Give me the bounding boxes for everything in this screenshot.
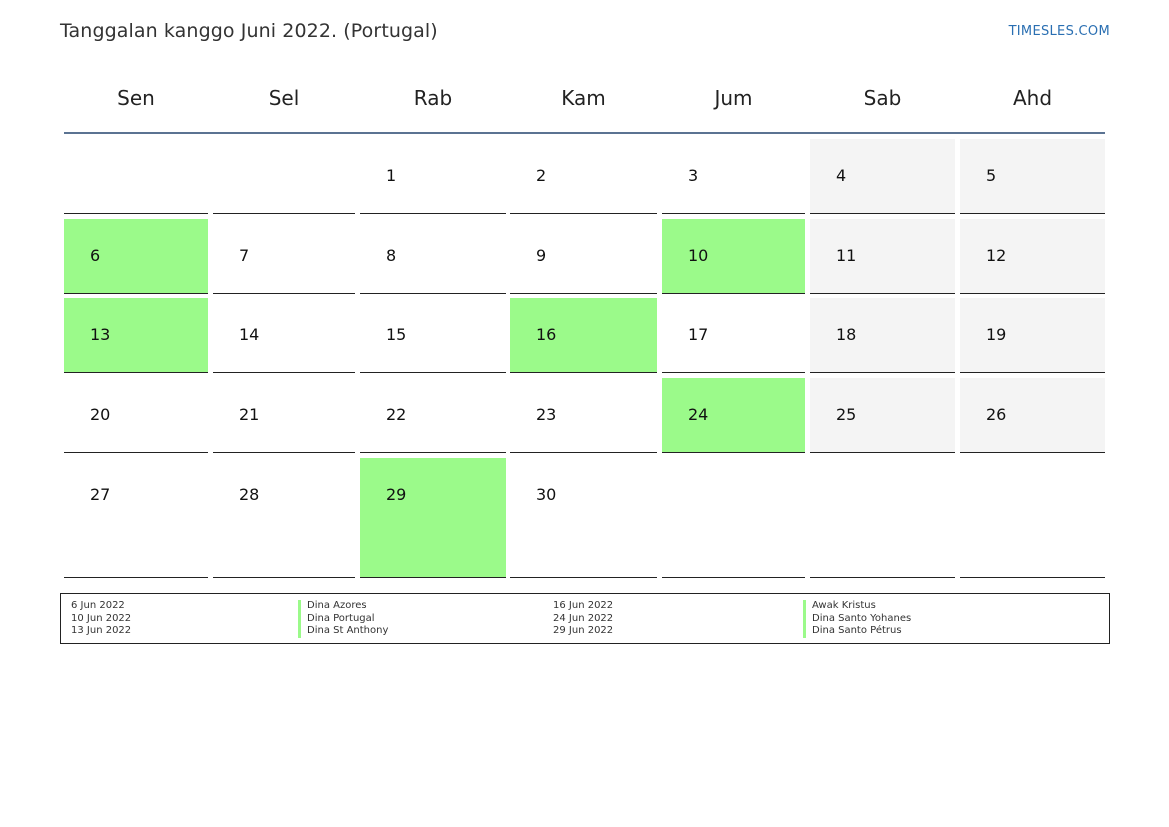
- day-cell-16[interactable]: 16: [510, 298, 657, 373]
- day-number: 23: [536, 405, 557, 424]
- day-cell-21[interactable]: 21: [213, 378, 355, 453]
- day-number: 9: [536, 246, 547, 265]
- day-cell-6[interactable]: 6: [64, 219, 208, 294]
- day-cell-20[interactable]: 20: [64, 378, 208, 453]
- day-number: 11: [836, 246, 857, 265]
- weekday-label: Sen: [117, 86, 155, 110]
- empty-day-cell: [810, 458, 955, 578]
- day-cell-1[interactable]: 1: [360, 139, 506, 214]
- day-cell-29[interactable]: 29: [360, 458, 506, 578]
- legend-date: 10 Jun 2022: [71, 612, 132, 624]
- day-cell-12[interactable]: 12: [960, 219, 1105, 294]
- empty-day-cell: [662, 458, 805, 578]
- legend-holiday-name: Dina Santo Pétrus: [803, 625, 911, 638]
- day-number: 5: [986, 166, 997, 185]
- day-number: 3: [688, 166, 699, 185]
- empty-day-cell: [64, 139, 208, 214]
- day-number: 30: [536, 485, 557, 504]
- day-number: 17: [688, 325, 709, 344]
- day-cell-19[interactable]: 19: [960, 298, 1105, 373]
- day-number: 15: [386, 325, 407, 344]
- day-cell-2[interactable]: 2: [510, 139, 657, 214]
- day-cell-24[interactable]: 24: [662, 378, 805, 453]
- day-cell-25[interactable]: 25: [810, 378, 955, 453]
- day-number: 6: [90, 246, 101, 265]
- day-cell-18[interactable]: 18: [810, 298, 955, 373]
- day-number: 12: [986, 246, 1007, 265]
- legend-holiday-name: Dina Azores: [298, 600, 388, 613]
- weekday-label: Sab: [863, 86, 902, 110]
- day-cell-15[interactable]: 15: [360, 298, 506, 373]
- brand-link[interactable]: TIMESLES.COM: [1008, 24, 1110, 39]
- day-cell-23[interactable]: 23: [510, 378, 657, 453]
- day-cell-8[interactable]: 8: [360, 219, 506, 294]
- day-cell-14[interactable]: 14: [213, 298, 355, 373]
- weekday-label: Rab: [413, 86, 453, 110]
- legend-holiday-name: Dina Portugal: [298, 612, 388, 625]
- day-number: 14: [239, 325, 260, 344]
- page-title: Tanggalan kanggo Juni 2022. (Portugal): [60, 20, 438, 42]
- day-cell-3[interactable]: 3: [662, 139, 805, 214]
- day-number: 7: [239, 246, 250, 265]
- day-number: 20: [90, 405, 111, 424]
- legend-dates-left: 6 Jun 2022 10 Jun 2022 13 Jun 2022: [71, 600, 131, 638]
- day-cell-9[interactable]: 9: [510, 219, 657, 294]
- legend-holiday-name: Dina Santo Yohanes: [803, 612, 911, 625]
- empty-day-cell: [213, 139, 355, 214]
- day-cell-27[interactable]: 27: [64, 458, 208, 578]
- legend-date: 13 Jun 2022: [71, 625, 132, 636]
- day-number: 16: [536, 325, 557, 344]
- day-number: 13: [90, 325, 111, 344]
- day-cell-26[interactable]: 26: [960, 378, 1105, 453]
- day-cell-10[interactable]: 10: [662, 219, 805, 294]
- day-cell-30[interactable]: 30: [510, 458, 657, 578]
- legend-date: 24 Jun 2022: [553, 612, 614, 624]
- empty-day-cell: [960, 458, 1105, 578]
- day-number: 10: [688, 246, 709, 265]
- legend-names-left: Dina Azores Dina Portugal Dina St Anthon…: [298, 600, 388, 638]
- day-number: 28: [239, 485, 260, 504]
- day-cell-7[interactable]: 7: [213, 219, 355, 294]
- legend-names-right: Awak Kristus Dina Santo Yohanes Dina San…: [803, 600, 911, 638]
- day-number: 2: [536, 166, 547, 185]
- day-number: 27: [90, 485, 111, 504]
- day-number: 1: [386, 166, 397, 185]
- day-cell-28[interactable]: 28: [213, 458, 355, 578]
- legend-holiday-name: Awak Kristus: [803, 600, 911, 613]
- weekday-label: Jum: [714, 86, 753, 110]
- day-cell-17[interactable]: 17: [662, 298, 805, 373]
- day-number: 25: [836, 405, 857, 424]
- day-number: 22: [386, 405, 407, 424]
- legend-date: 6 Jun 2022: [71, 600, 125, 611]
- day-number: 26: [986, 405, 1007, 424]
- legend-holiday-name: Dina St Anthony: [298, 625, 388, 638]
- day-cell-4[interactable]: 4: [810, 139, 955, 214]
- legend-date: 29 Jun 2022: [553, 625, 614, 636]
- weekday-header: Sen Sel Rab Kam Jum Sab Ahd: [64, 78, 1105, 134]
- holiday-legend: 6 Jun 2022 10 Jun 2022 13 Jun 2022 Dina …: [60, 593, 1110, 644]
- day-number: 18: [836, 325, 857, 344]
- day-cell-13[interactable]: 13: [64, 298, 208, 373]
- day-number: 19: [986, 325, 1007, 344]
- day-cell-5[interactable]: 5: [960, 139, 1105, 214]
- day-number: 24: [688, 405, 709, 424]
- weekday-label: Ahd: [1012, 86, 1053, 110]
- legend-dates-right: 16 Jun 2022 24 Jun 2022 29 Jun 2022: [553, 600, 613, 638]
- day-number: 4: [836, 166, 847, 185]
- weekday-label: Kam: [561, 86, 606, 110]
- day-number: 8: [386, 246, 397, 265]
- weekday-label: Sel: [268, 86, 300, 110]
- day-number: 29: [386, 485, 407, 504]
- day-cell-22[interactable]: 22: [360, 378, 506, 453]
- day-cell-11[interactable]: 11: [810, 219, 955, 294]
- day-number: 21: [239, 405, 260, 424]
- legend-date: 16 Jun 2022: [553, 600, 614, 611]
